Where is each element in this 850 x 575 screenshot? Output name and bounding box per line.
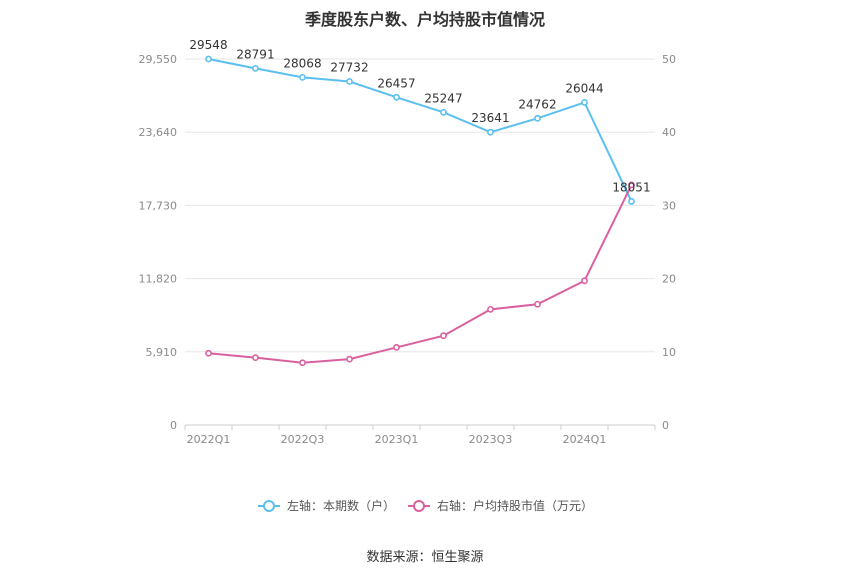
left-tick-label: 0 (170, 419, 177, 432)
value-series-line (208, 184, 633, 364)
holders-point (581, 99, 588, 106)
right-tick-label: 50 (662, 53, 676, 66)
value-point (205, 349, 212, 357)
left-tick-label: 11,820 (139, 273, 178, 286)
holders-data-label: 26457 (377, 76, 415, 90)
source-note: 数据来源：恒生聚源 (366, 550, 484, 565)
value-point (581, 277, 588, 285)
holders-series-line (208, 58, 633, 202)
holders-data-label: 28068 (283, 56, 321, 70)
right-tick-label: 20 (662, 273, 676, 286)
left-tick-label: 29,550 (139, 53, 178, 66)
right-axis-ticks: 0 10 20 30 40 50 (662, 53, 676, 432)
legend-marker (413, 500, 425, 512)
left-tick-label: 23,640 (139, 126, 178, 139)
holders-data-label: 24762 (518, 97, 556, 111)
holders-data-label: 27732 (330, 61, 368, 75)
value-point (534, 300, 541, 308)
left-tick-label: 5,910 (146, 346, 178, 359)
holders-point (299, 73, 306, 81)
legend-label: 左轴：本期数（户） (287, 498, 395, 513)
holders-data-label: 25247 (424, 91, 462, 105)
holders-point (487, 128, 494, 136)
value-point (299, 359, 306, 367)
x-tick-label: 2024Q1 (563, 433, 607, 446)
holders-point (205, 55, 212, 63)
value-point (487, 305, 494, 313)
holders-point (628, 198, 635, 205)
holders-point (393, 93, 400, 101)
right-tick-label: 10 (662, 346, 676, 359)
right-tick-label: 30 (662, 199, 676, 212)
value-point (346, 355, 353, 363)
series-layer (205, 55, 635, 367)
holders-point (252, 65, 259, 72)
holders-point (534, 114, 541, 122)
x-axis-ticks: 2022Q1 2022Q3 2023Q1 2023Q3 2024Q1 (184, 425, 656, 446)
right-tick-label: 40 (662, 126, 676, 139)
value-point (393, 344, 400, 351)
legend-label: 右轴：户均持股市值（万元） (437, 498, 593, 513)
legend[interactable]: 左轴：本期数（户） 右轴：户均持股市值（万元） (258, 498, 593, 513)
grid-lines (185, 58, 655, 426)
left-tick-label: 17,730 (139, 199, 178, 212)
value-point (440, 332, 447, 340)
data-labels: 29548 28791 28068 27732 26457 25247 23641 24762… (189, 38, 650, 194)
x-tick-label: 2022Q3 (281, 433, 325, 446)
x-tick-label: 2023Q3 (469, 433, 513, 446)
holders-point (346, 78, 353, 85)
x-tick-label: 2022Q1 (187, 433, 231, 446)
left-axis-ticks: 0 5,910 11,820 17,730 23,640 29,550 (139, 53, 178, 432)
legend-marker (263, 500, 275, 512)
holders-point (440, 108, 447, 116)
value-point (628, 181, 635, 189)
holders-data-label: 28791 (236, 47, 274, 61)
chart-title: 季度股东户数、户均持股市值情况 (304, 10, 545, 29)
holders-data-label: 26044 (565, 81, 603, 95)
holders-data-label: 29548 (189, 38, 227, 52)
x-tick-label: 2023Q1 (375, 433, 419, 446)
holders-data-label: 18051 (612, 180, 650, 194)
right-tick-label: 0 (662, 419, 669, 432)
value-point (252, 354, 259, 362)
holders-data-label: 23641 (471, 111, 509, 125)
